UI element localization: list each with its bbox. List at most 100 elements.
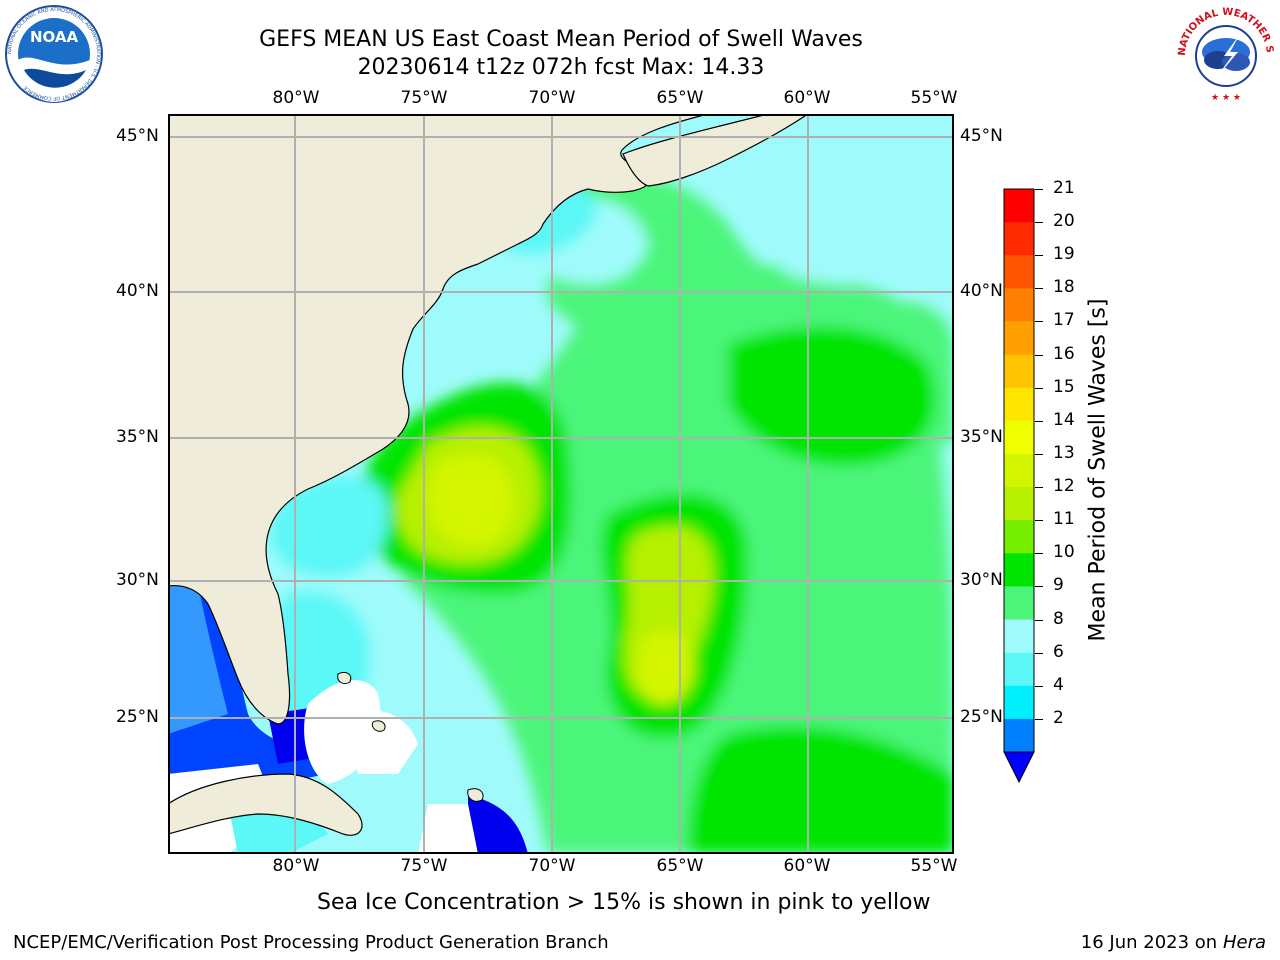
- colorbar-segment: [1004, 586, 1034, 621]
- lon-label-top-65w: 65°W: [656, 88, 704, 108]
- colorbar: [1003, 188, 1035, 788]
- colorbar-segment: [1004, 354, 1034, 389]
- colorbar-tick-label: 16: [1053, 343, 1075, 364]
- colorbar-tick-mark: [1035, 652, 1043, 654]
- map-area: [168, 114, 954, 858]
- island-bahamas-2: [371, 720, 386, 732]
- land-mass-cuba: [168, 773, 363, 836]
- lat-label-left-45n: 45°N: [116, 126, 159, 146]
- colorbar-segment: [1004, 189, 1034, 223]
- lon-label-top-60w: 60°W: [783, 88, 831, 108]
- colorbar-tick-mark: [1035, 586, 1043, 588]
- colorbar-segment: [1004, 222, 1034, 256]
- colorbar-segment: [1004, 321, 1034, 356]
- colorbar-tick-label: 14: [1053, 409, 1075, 430]
- sea-ice-caption: Sea Ice Concentration > 15% is shown in …: [317, 890, 931, 915]
- colorbar-tick-mark: [1035, 718, 1043, 720]
- colorbar-segment: [1004, 288, 1034, 322]
- footer-credit: NCEP/EMC/Verification Post Processing Pr…: [13, 932, 609, 953]
- colorbar-segment: [1004, 453, 1034, 488]
- noaa-logo-text: NOAA: [30, 28, 79, 46]
- colorbar-extend-arrow: [1003, 751, 1035, 784]
- island-caribbean: [467, 788, 484, 802]
- colorbar-tick-label: 13: [1053, 442, 1075, 463]
- footer-date: 16 Jun 2023 on Hera: [1081, 932, 1266, 953]
- colorbar-svg: [1003, 188, 1035, 784]
- colorbar-tick-label: 20: [1053, 211, 1075, 232]
- lon-label-bottom-70w: 70°W: [528, 856, 576, 876]
- lon-label-top-80w: 80°W: [272, 88, 320, 108]
- lon-label-top-70w: 70°W: [528, 88, 576, 108]
- chart-subtitle: 20230614 t12z 072h fcst Max: 14.33: [357, 55, 765, 80]
- colorbar-tick-mark: [1035, 354, 1043, 356]
- colorbar-tick-mark: [1035, 387, 1043, 389]
- colorbar-tick-mark: [1035, 255, 1043, 257]
- colorbar-tick-label: 17: [1053, 310, 1075, 331]
- colorbar-segment: [1004, 255, 1034, 289]
- colorbar-tick-mark: [1035, 189, 1043, 190]
- colorbar-tick-mark: [1035, 420, 1043, 422]
- lat-label-right-40n: 40°N: [960, 281, 1003, 301]
- lat-label-right-35n: 35°N: [960, 427, 1003, 447]
- lat-label-right-45n: 45°N: [960, 126, 1003, 146]
- colorbar-tick-label: 9: [1053, 575, 1064, 596]
- colorbar-tick-label: 15: [1053, 376, 1075, 397]
- lat-label-left-25n: 25°N: [116, 707, 159, 727]
- lon-label-top-55w: 55°W: [910, 88, 958, 108]
- map-frame: [168, 114, 954, 854]
- land-mass-north-america: [168, 114, 709, 725]
- colorbar-tick-label: 6: [1053, 641, 1064, 662]
- map-svg: [168, 114, 954, 854]
- lat-label-right-30n: 30°N: [960, 570, 1003, 590]
- colorbar-tick-mark: [1035, 619, 1043, 621]
- colorbar-tick-label: 2: [1053, 707, 1064, 728]
- colorbar-segment: [1004, 685, 1034, 720]
- footer-date-text: 16 Jun 2023 on: [1080, 932, 1218, 953]
- colorbar-tick-label: 8: [1053, 608, 1064, 629]
- chart-title: GEFS MEAN US East Coast Mean Period of S…: [259, 27, 863, 52]
- lat-label-left-35n: 35°N: [116, 427, 159, 447]
- colorbar-segment: [1004, 487, 1034, 521]
- colorbar-segment: [1004, 420, 1034, 455]
- lon-label-bottom-60w: 60°W: [783, 856, 831, 876]
- nws-logo: NATIONAL WEATHER SERVICE ★ ★ ★: [1172, 0, 1276, 108]
- colorbar-segment: [1004, 619, 1034, 654]
- colorbar-tick-label: 21: [1053, 178, 1075, 198]
- colorbar-tick-mark: [1035, 222, 1043, 224]
- svg-text:★ ★ ★: ★ ★ ★: [1211, 93, 1241, 103]
- lon-label-bottom-75w: 75°W: [400, 856, 448, 876]
- swell-period-field: [264, 170, 954, 854]
- colorbar-tick-label: 10: [1053, 542, 1075, 563]
- land-mass-nova-scotia: [622, 114, 810, 187]
- lat-label-right-25n: 25°N: [960, 707, 1003, 727]
- colorbar-frame: [1003, 188, 1035, 753]
- lon-label-bottom-55w: 55°W: [910, 856, 958, 876]
- colorbar-tick-mark: [1035, 453, 1043, 455]
- lon-label-bottom-65w: 65°W: [656, 856, 704, 876]
- colorbar-tick-label: 12: [1053, 476, 1075, 497]
- colorbar-tick-label: 19: [1053, 244, 1075, 265]
- lat-label-left-40n: 40°N: [116, 281, 159, 301]
- colorbar-tick-mark: [1035, 685, 1043, 687]
- noaa-logo: NOAA NATIONAL OCEANIC AND ATMOSPHERIC AD…: [4, 4, 104, 108]
- footer-host: Hera: [1222, 932, 1266, 953]
- colorbar-segment: [1004, 520, 1034, 554]
- colorbar-segment: [1004, 553, 1034, 587]
- colorbar-tick-label: 4: [1053, 674, 1064, 695]
- island-bahamas-1: [337, 671, 352, 685]
- colorbar-tick-label: 18: [1053, 277, 1075, 298]
- colorbar-tick-mark: [1035, 288, 1043, 290]
- graticule: [168, 114, 954, 854]
- lat-label-left-30n: 30°N: [116, 570, 159, 590]
- colorbar-segment: [1004, 387, 1034, 422]
- colorbar-segment: [1004, 652, 1034, 687]
- colorbar-tick-mark: [1035, 321, 1043, 323]
- colorbar-tick-label: 11: [1053, 509, 1075, 530]
- colorbar-tick-mark: [1035, 553, 1043, 555]
- lon-label-bottom-80w: 80°W: [272, 856, 320, 876]
- colorbar-label: Mean Period of Swell Waves [s]: [1085, 298, 1111, 642]
- colorbar-tick-mark: [1035, 487, 1043, 489]
- lon-label-top-75w: 75°W: [400, 88, 448, 108]
- colorbar-segment: [1004, 718, 1034, 753]
- colorbar-tick-mark: [1035, 520, 1043, 522]
